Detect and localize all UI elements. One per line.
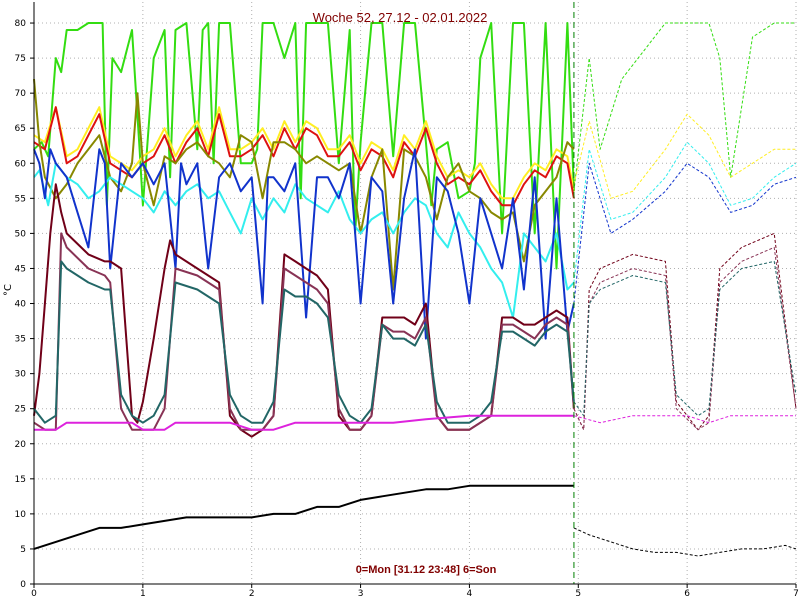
series-line-9 [34, 414, 574, 431]
series-line-10 [33, 484, 574, 550]
x-tick-label: 4 [467, 589, 473, 599]
x-tick-label: 3 [358, 589, 364, 599]
y-tick-label: 45 [15, 264, 26, 274]
y-tick-label: 40 [15, 300, 27, 310]
y-tick-label: 10 [15, 510, 27, 520]
forecast-series-line-11 [573, 22, 796, 192]
forecast-series-line-18 [573, 415, 796, 424]
series-line-2 [33, 106, 575, 207]
forecast-series-line-13 [573, 141, 797, 283]
y-tick-label: 70 [15, 89, 27, 99]
x-tick-label: 1 [140, 589, 146, 599]
series-line-1 [33, 106, 575, 200]
series-line-8 [33, 260, 575, 424]
y-tick-label: 25 [15, 405, 26, 415]
forecast-series-line-19 [573, 527, 797, 557]
x-tick-label: 6 [684, 589, 690, 599]
y-axis-label: °C [3, 284, 14, 296]
y-tick-label: 30 [15, 370, 27, 380]
y-tick-label: 15 [15, 475, 26, 485]
y-tick-label: 5 [20, 545, 26, 555]
series-line-3 [33, 79, 575, 291]
forecast-series-line-12 [573, 113, 796, 199]
chart-title: Woche 52, 27.12 - 02.01.2022 [313, 10, 488, 25]
y-tick-label: 20 [15, 440, 27, 450]
y-tick-label: 50 [15, 229, 27, 239]
x-tick-label: 0 [31, 589, 37, 599]
x-tick-label: 7 [793, 589, 799, 599]
y-tick-label: 65 [15, 124, 26, 134]
y-tick-label: 75 [15, 54, 26, 64]
y-tick-label: 35 [15, 335, 26, 345]
y-tick-label: 60 [15, 159, 27, 169]
x-tick-label: 2 [249, 589, 255, 599]
y-tick-label: 55 [15, 194, 26, 204]
series-group [33, 22, 797, 557]
x-tick-label: 5 [575, 589, 581, 599]
y-tick-label: 0 [20, 580, 26, 590]
forecast-series-line-15 [573, 232, 797, 431]
series-line-5 [33, 148, 575, 340]
series-line-4 [33, 162, 575, 319]
chart-footer: 0=Mon [31.12 23:48] 6=Son [356, 564, 497, 576]
forecast-series-line-16 [573, 246, 797, 431]
y-tick-label: 80 [15, 19, 27, 29]
forecast-series-line-17 [573, 260, 797, 417]
